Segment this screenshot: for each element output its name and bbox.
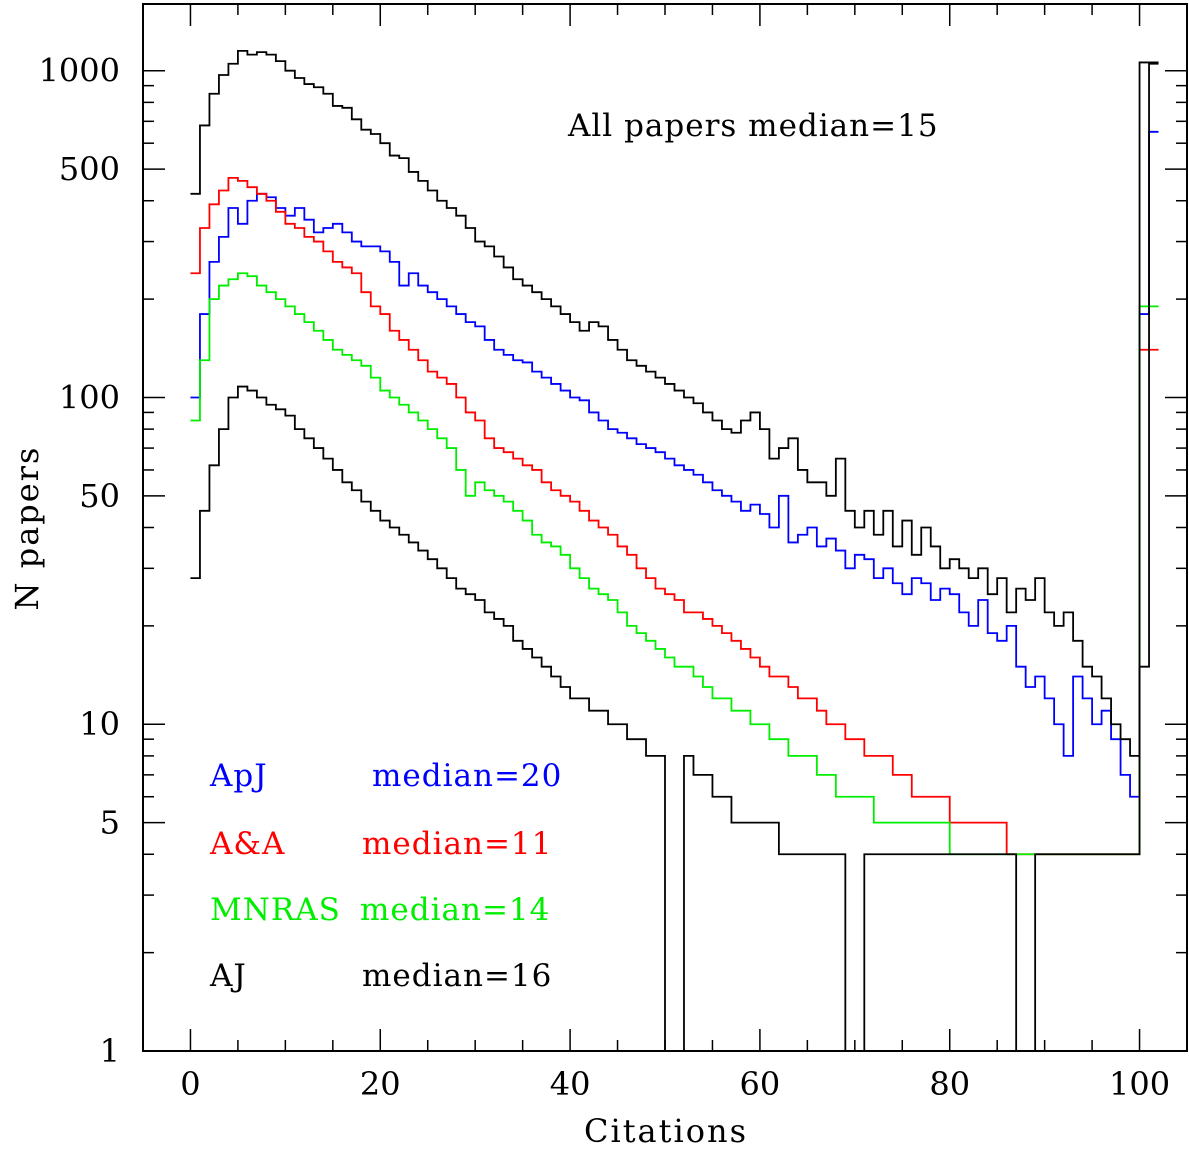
legend-label-apj: ApJ	[209, 758, 268, 794]
y-tick-label: 50	[79, 477, 120, 515]
series-mnras	[190, 272, 1159, 856]
plot-series	[190, 49, 1159, 1052]
series-apj	[190, 130, 1159, 798]
x-tick-label: 100	[1109, 1065, 1170, 1103]
legend: ApJ median=20 A&A median=11 MNRAS median…	[209, 758, 562, 994]
tick-labels: 0 20 40 60 80 100 1 5 10 50 100 500 1000	[39, 52, 1171, 1103]
y-tick-label: 1000	[39, 52, 120, 90]
all-papers-annotation: All papers median=15	[567, 108, 939, 144]
x-axis-title: Citations	[584, 1112, 748, 1150]
y-axis-title: N papers	[8, 446, 46, 611]
legend-label-aa: A&A	[209, 826, 285, 862]
y-tick-label: 10	[79, 705, 120, 743]
y-tick-label: 100	[59, 378, 120, 416]
legend-median-aj: median=16	[362, 958, 552, 994]
legend-median-apj: median=20	[372, 758, 562, 794]
series-a-a	[190, 176, 1159, 856]
x-tick-label: 0	[180, 1065, 200, 1103]
y-tick-label: 500	[59, 150, 120, 188]
x-tick-label: 80	[929, 1065, 970, 1103]
x-tick-label: 20	[360, 1065, 401, 1103]
legend-label-mnras: MNRAS	[210, 892, 341, 928]
legend-median-mnras: median=14	[360, 892, 550, 928]
series-aj	[190, 61, 1159, 1052]
series-all-papers	[190, 49, 1159, 757]
x-tick-label: 40	[550, 1065, 591, 1103]
legend-median-aa: median=11	[362, 826, 552, 862]
axis-ticks	[142, 4, 1188, 1052]
y-tick-label: 5	[100, 804, 120, 842]
legend-label-aj: AJ	[209, 958, 247, 994]
y-tick-label: 1	[100, 1032, 120, 1070]
x-tick-label: 60	[740, 1065, 781, 1103]
